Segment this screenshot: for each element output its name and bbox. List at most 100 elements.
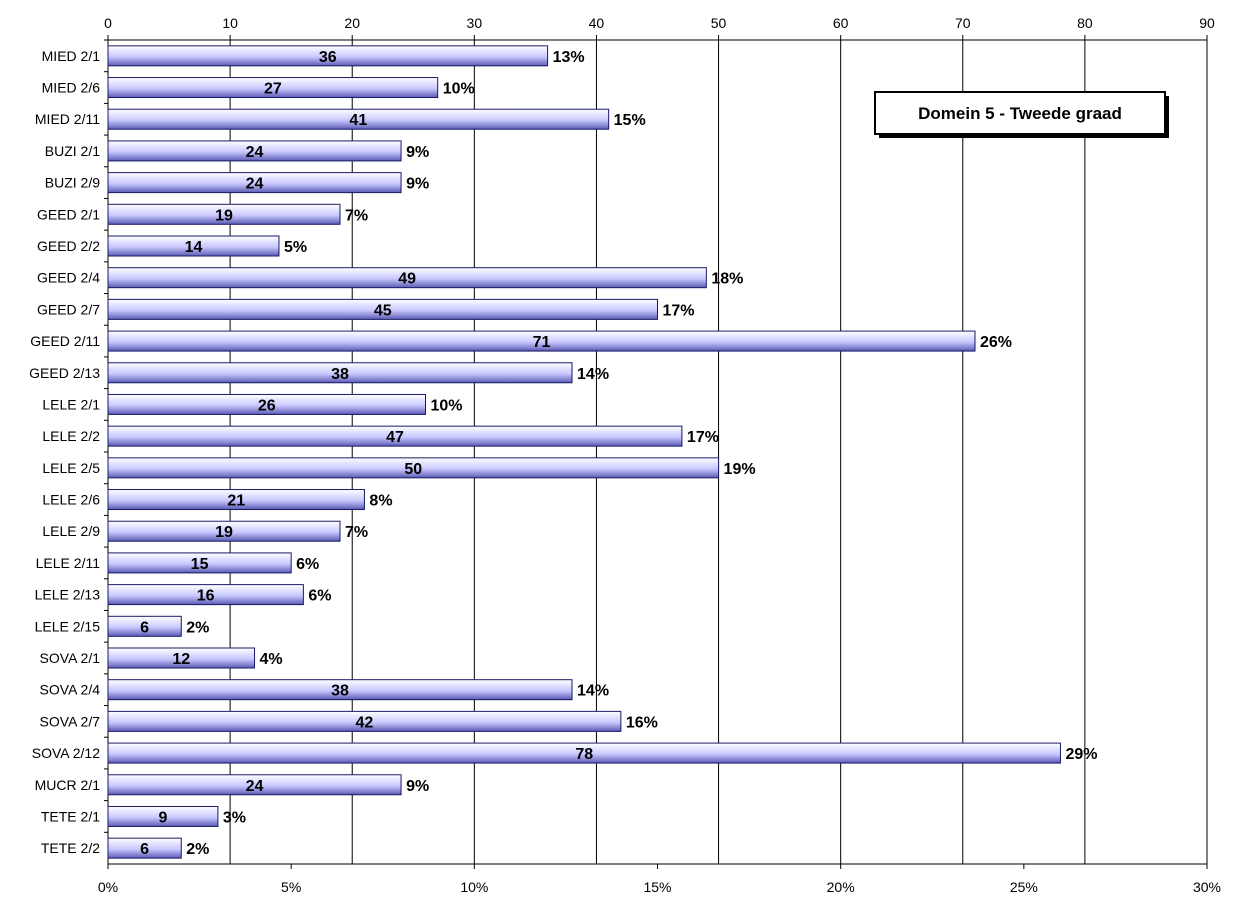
bar-value-label: 16 [197,588,215,605]
category-label: SOVA 2/12 [32,745,100,761]
bar-value-label: 38 [331,683,349,700]
bar-value-label: 6 [140,619,149,636]
bar-value-label: 9 [158,809,167,826]
bar-percent-label: 14% [577,366,609,383]
bar [107,774,402,796]
bar-value-label: 45 [374,302,392,319]
chart-title-box: Domein 5 - Tweede graad [874,91,1169,138]
bar-percent-label: 6% [296,556,319,573]
top-tick-label: 40 [589,15,605,31]
bar-value-label: 71 [533,334,551,351]
bar-value-label: 19 [215,524,233,541]
bottom-axis: 0% 5% 10% 15% 20% 25% 30% [98,864,1221,895]
top-tick-label: 0 [104,15,112,31]
bottom-tick-label: 5% [281,879,301,895]
top-tick-label: 80 [1077,15,1093,31]
category-label: GEED 2/1 [37,206,100,222]
bar-percent-label: 6% [308,588,331,605]
bar-value-label: 26 [258,397,276,414]
bar-value-label: 6 [140,841,149,858]
bar-value-label: 38 [331,366,349,383]
bottom-tick-label: 0% [98,879,118,895]
category-label: GEED 2/7 [37,301,100,317]
bars: 36 13% 27 10% 41 15% 24 9% 24 9% 19 7% 14 5% 49 18% 45 17… [107,45,1097,859]
bottom-tick-label: 25% [1010,879,1038,895]
gridlines [107,39,1208,865]
bar-value-label: 47 [386,429,404,446]
bar [107,172,402,194]
bar-percent-label: 10% [443,81,475,98]
bar [107,203,341,225]
bar-percent-label: 16% [626,714,658,731]
top-tick-label: 20 [344,15,360,31]
top-tick-label: 90 [1199,15,1215,31]
bottom-tick-label: 30% [1193,879,1221,895]
category-label: MIED 2/1 [42,48,101,64]
bar-value-label: 27 [264,81,282,98]
bar-percent-label: 7% [345,524,368,541]
bar [107,45,549,67]
bar-percent-label: 26% [980,334,1012,351]
category-label: TETE 2/1 [41,808,100,824]
bar [107,710,622,732]
category-label: LELE 2/5 [42,460,100,476]
bar-percent-label: 8% [369,493,392,510]
chart-title: Domein 5 - Tweede graad [918,104,1122,123]
bar-percent-label: 15% [614,112,646,129]
bar [107,108,610,130]
category-label: GEED 2/13 [29,365,100,381]
bar-percent-label: 9% [406,778,429,795]
category-label: GEED 2/11 [30,333,100,349]
bar-value-label: 50 [404,461,422,478]
category-axis: MIED 2/1 MIED 2/6 MIED 2/11 BUZI 2/1 BUZI 2/… [29,39,108,856]
bar-percent-label: 2% [186,619,209,636]
category-label: SOVA 2/4 [40,682,101,698]
bar-value-label: 42 [356,714,374,731]
bar-percent-label: 17% [687,429,719,446]
bar [107,393,426,415]
bar [107,837,182,859]
bar-value-label: 14 [185,239,203,256]
category-label: BUZI 2/9 [45,175,100,191]
bar-value-label: 24 [246,144,264,161]
bar [107,235,280,257]
bar-percent-label: 9% [406,144,429,161]
category-label: LELE 2/13 [35,587,101,603]
bar-percent-label: 3% [223,809,246,826]
category-label: GEED 2/2 [37,238,100,254]
bar [107,77,439,99]
bar [107,267,707,289]
bar-percent-label: 17% [663,302,695,319]
bottom-tick-label: 15% [643,879,671,895]
top-tick-label: 60 [833,15,849,31]
bar-percent-label: 10% [430,397,462,414]
bar [107,425,683,447]
bar-percent-label: 4% [260,651,283,668]
bar [107,805,219,827]
bar-value-label: 41 [349,112,367,129]
bar-percent-label: 2% [186,841,209,858]
bar-value-label: 36 [319,49,337,66]
bar-percent-label: 29% [1065,746,1097,763]
bar-percent-label: 9% [406,176,429,193]
bar [107,457,720,479]
top-tick-label: 10 [222,15,238,31]
category-label: LELE 2/15 [35,618,101,634]
bar-value-label: 19 [215,207,233,224]
category-label: LELE 2/1 [42,396,100,412]
bar [107,552,292,574]
category-label: MIED 2/6 [42,80,101,96]
top-tick-label: 50 [711,15,727,31]
bar [107,520,341,542]
bar-percent-label: 13% [553,49,585,66]
bar-value-label: 21 [227,493,245,510]
category-label: MIED 2/11 [35,111,100,127]
bar-percent-label: 7% [345,207,368,224]
bar-value-label: 15 [191,556,209,573]
category-label: LELE 2/9 [42,523,100,539]
category-label: TETE 2/2 [41,840,100,856]
bottom-tick-label: 10% [460,879,488,895]
bar-percent-label: 5% [284,239,307,256]
category-label: LELE 2/6 [42,492,100,508]
bar [107,742,1061,764]
